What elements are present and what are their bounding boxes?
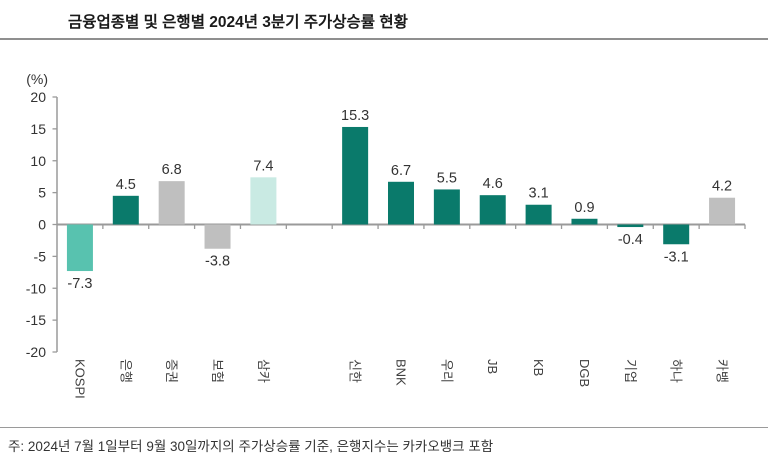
category-label-우리: 우리 [439, 359, 454, 383]
category-label-하나: 하나 [669, 359, 684, 383]
bar-KOSPI [66, 224, 93, 272]
value-label-증권: 6.8 [162, 162, 182, 178]
title-divider [0, 38, 768, 40]
category-label-신한: 신한 [348, 359, 363, 383]
value-label-삼카: 7.4 [253, 158, 273, 174]
value-label-보험: -3.8 [205, 254, 230, 270]
bar-DGB [571, 218, 598, 225]
value-label-KB: 3.1 [529, 186, 549, 202]
value-label-신한: 15.3 [341, 108, 369, 124]
bar-보험 [204, 224, 231, 249]
category-label-DGB: DGB [577, 359, 592, 387]
category-label-삼카: 삼카 [256, 359, 271, 383]
chart-title: 금융업종별 및 은행별 2024년 3분기 주가상승률 현황 [68, 14, 408, 31]
category-label-BNK: BNK [394, 359, 409, 386]
category-label-카뱅: 카뱅 [715, 359, 730, 383]
y-tick-label: -20 [26, 344, 46, 360]
y-axis-unit-label: (%) [26, 71, 48, 87]
y-tick-label: -5 [34, 248, 47, 264]
bar-증권 [158, 181, 185, 225]
y-tick-label: -10 [26, 280, 46, 296]
value-label-BNK: 6.7 [391, 163, 411, 179]
bar-BNK [388, 181, 414, 225]
category-label-보험: 보험 [210, 359, 225, 383]
category-label-증권: 증권 [164, 359, 179, 383]
bar-기업 [617, 224, 644, 228]
value-label-우리: 5.5 [437, 170, 457, 186]
y-tick-label: 0 [38, 217, 46, 233]
value-label-KOSPI: -7.3 [67, 276, 92, 292]
value-label-은행: 4.5 [116, 177, 136, 193]
category-label-JB: JB [485, 359, 500, 374]
category-label-KOSPI: KOSPI [72, 359, 87, 399]
category-label-KB: KB [531, 359, 546, 376]
bar-카뱅 [709, 197, 736, 225]
footer-divider [0, 427, 768, 428]
value-label-기업: -0.4 [618, 232, 643, 248]
bar-하나 [663, 224, 690, 245]
y-tick-label: 20 [30, 89, 46, 105]
bar-은행 [112, 195, 139, 225]
y-tick-label: 5 [38, 185, 46, 201]
bar-우리 [433, 189, 460, 225]
bar-KB [525, 204, 552, 225]
category-label-기업: 기업 [623, 359, 638, 383]
bar-JB [479, 195, 506, 225]
y-tick-label: 15 [30, 121, 46, 137]
bar-신한 [342, 126, 369, 225]
chart-footnote: 주: 2024년 7월 1일부터 9월 30일까지의 주가상승률 기준, 은행지… [8, 439, 494, 454]
bar-삼카 [250, 177, 277, 225]
category-label-은행: 은행 [118, 359, 133, 383]
y-tick-label: -15 [26, 312, 46, 328]
value-label-하나: -3.1 [664, 249, 689, 265]
value-label-JB: 4.6 [483, 176, 503, 192]
value-label-DGB: 0.9 [574, 200, 594, 216]
value-label-카뱅: 4.2 [712, 179, 732, 195]
y-tick-label: 10 [30, 153, 46, 169]
